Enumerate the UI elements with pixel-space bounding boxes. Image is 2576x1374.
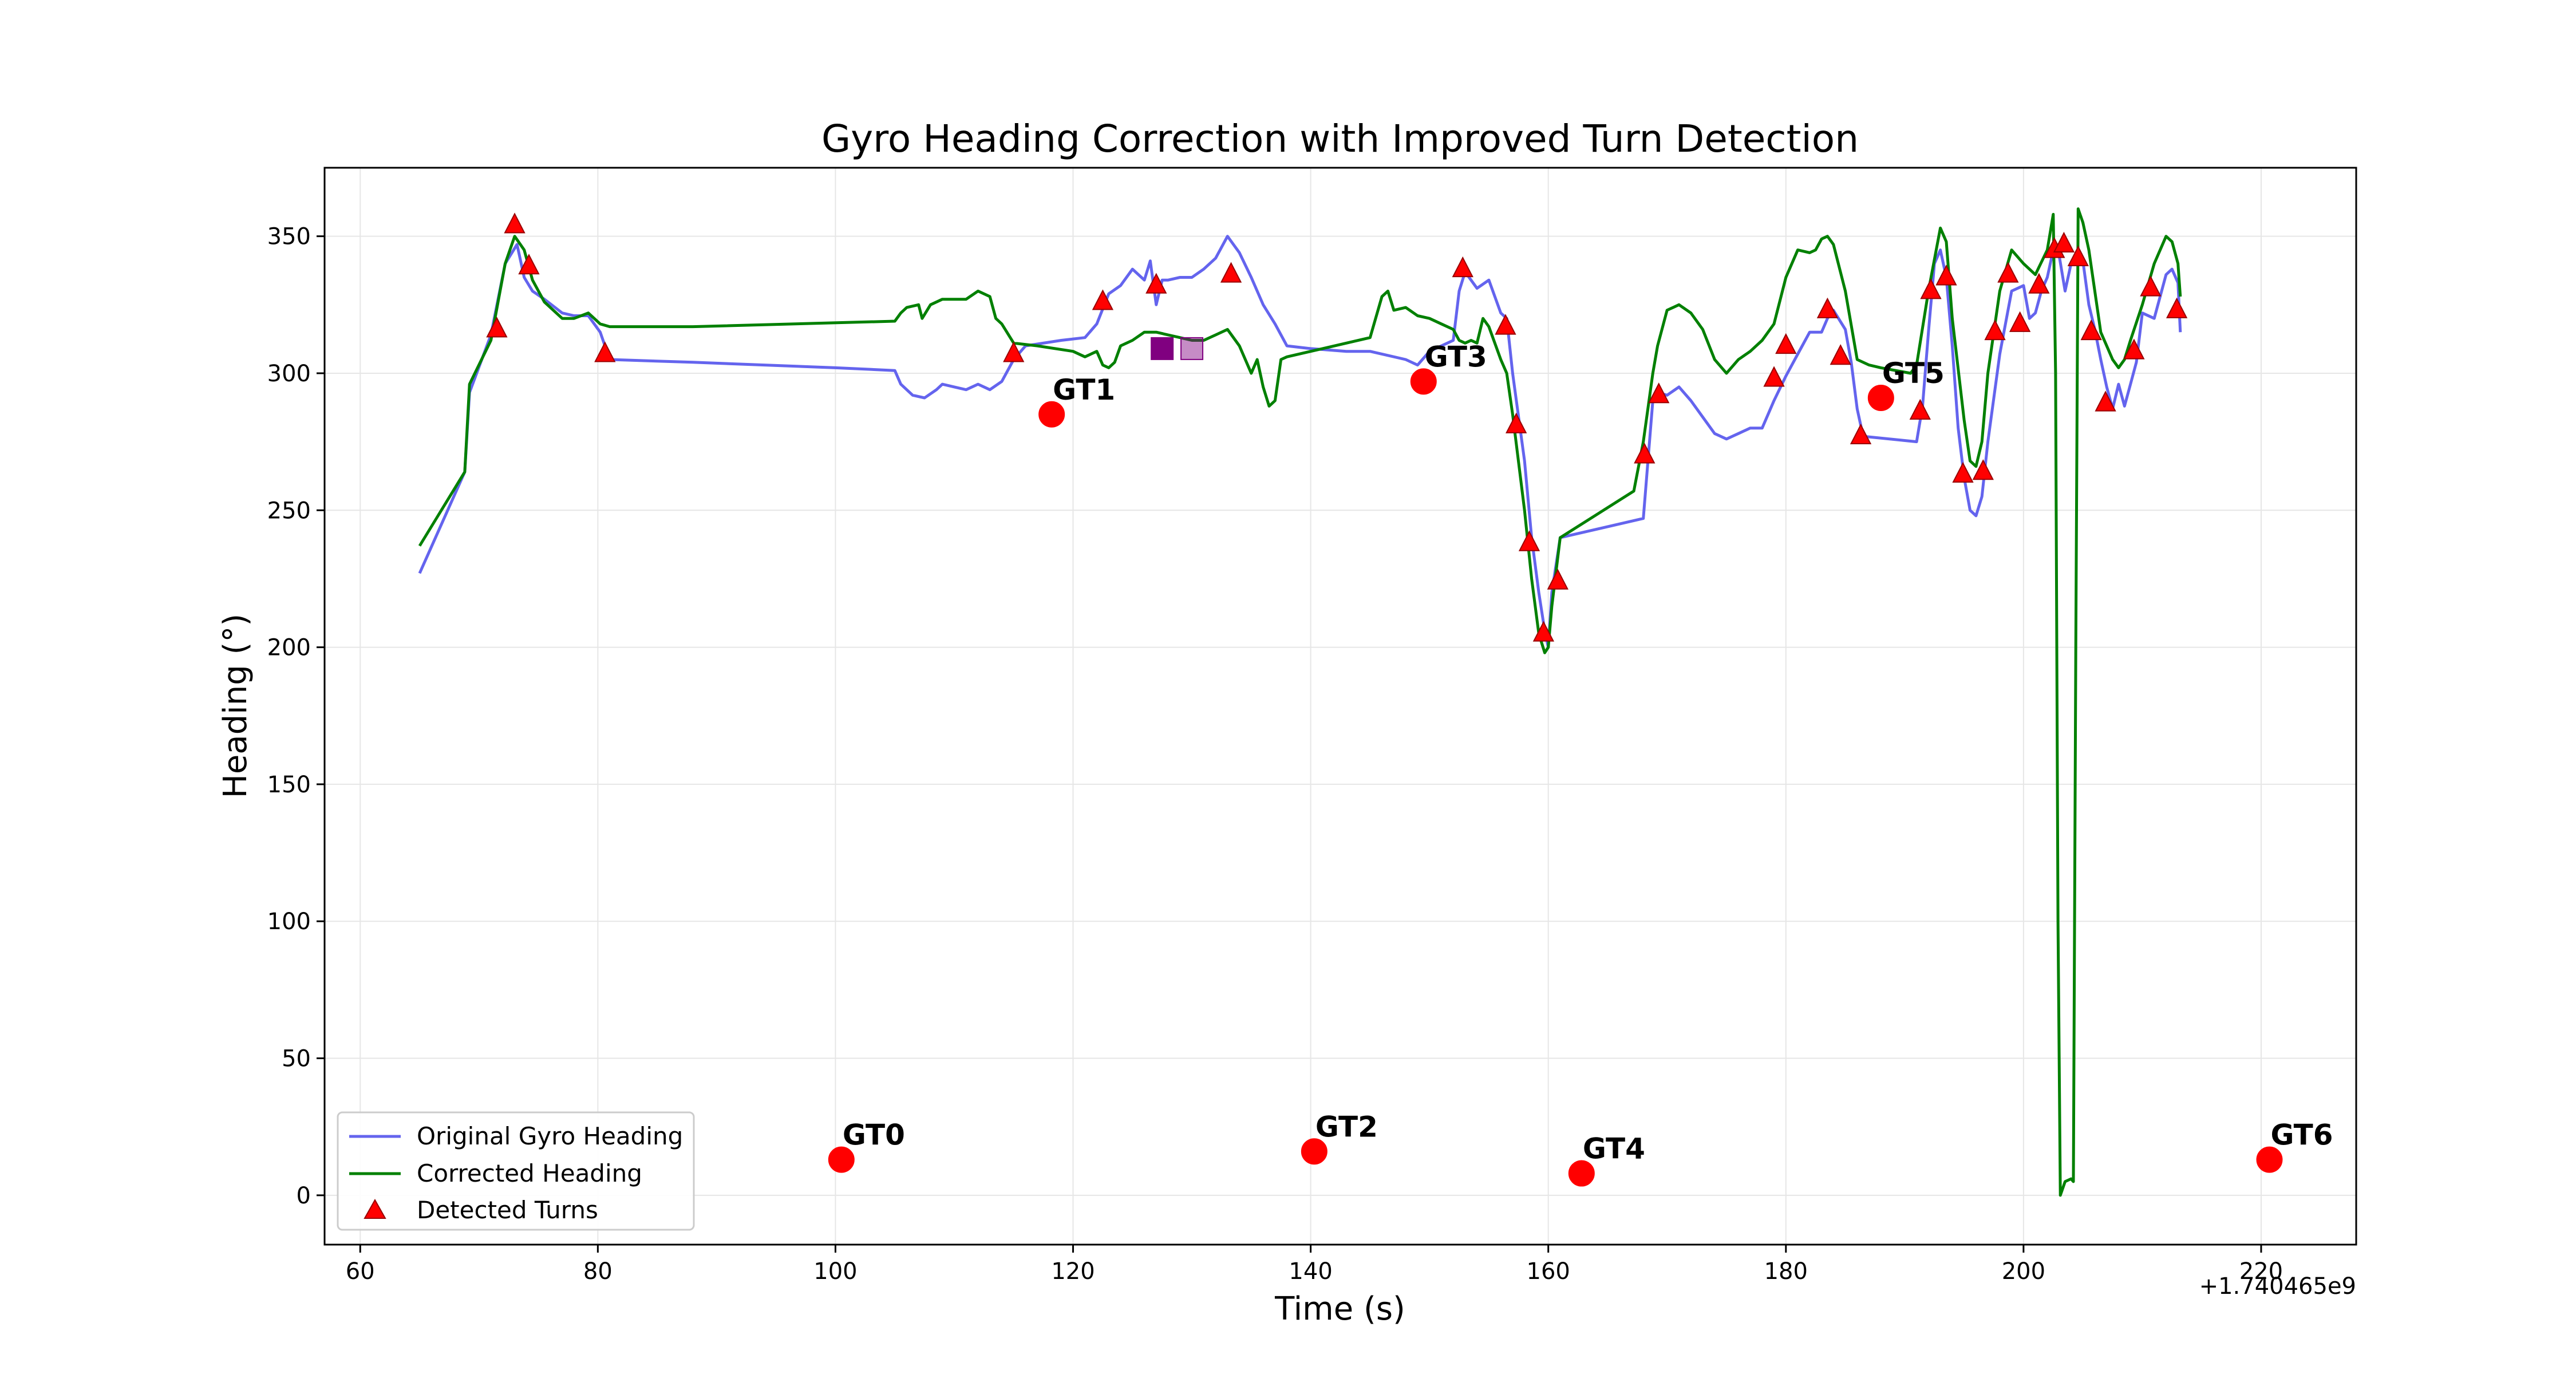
ground-truth-marker [2256,1146,2283,1173]
detected-turn-marker [2009,311,2031,332]
x-tick-label: 100 [813,1258,857,1285]
detected-turn-marker [1506,412,1527,433]
detected-turn-marker [1092,289,1114,310]
x-tick-label: 180 [1764,1258,1808,1285]
ground-truth-marker [828,1146,855,1173]
ground-truth-label: GT0 [843,1119,905,1152]
ground-truth-label: GT6 [2270,1119,2333,1152]
detected-turn-marker [1920,278,1942,299]
detected-turn-marker [2166,297,2188,318]
x-offset-label: +1.740465e9 [2199,1273,2356,1300]
grid [325,168,2356,1245]
legend-label-original: Original Gyro Heading [417,1122,683,1150]
detected-turn-marker [1220,262,1242,283]
ground-truth-marker [1867,385,1894,412]
detected-turn-marker [1763,366,1785,387]
detected-turn-marker [2095,390,2116,412]
y-tick-label: 50 [282,1046,311,1072]
x-tick-label: 200 [2002,1258,2045,1285]
detected-turn-marker [1972,459,1994,480]
detected-turn-marker [1532,621,1555,642]
detected-turn-marker [1518,530,1540,551]
ground-truth-marker [1038,401,1065,428]
square-marker [1180,337,1204,360]
x-tick-label: 60 [346,1258,375,1285]
y-tick-label: 100 [267,909,311,935]
detected-turn-marker [1830,344,1851,365]
detected-turn-marker [2080,319,2102,341]
axis-ticks: 60 80 100 120 140 160 180 200 220 0 50 100 150 200 250… [267,224,2283,1285]
y-tick-label: 250 [267,498,311,524]
detected-turn-marker [1775,333,1797,354]
detected-turn-marker [1909,398,1931,420]
legend: Original Gyro Heading Corrected Heading … [337,1111,695,1231]
detected-turn-marker [1935,264,1957,286]
x-axis-label: Time (s) [1274,1290,1405,1328]
y-tick-label: 350 [267,224,311,250]
detected-turn-marker [504,212,526,234]
detected-turn-marker [2123,338,2145,360]
detected-turn-marker [1145,273,1167,294]
detected-turn-marker [1816,297,1839,318]
detected-turn-marker [1850,423,1872,445]
x-tick-label: 120 [1051,1258,1095,1285]
legend-label-corrected: Corrected Heading [417,1159,642,1187]
plot-frame [323,167,2357,1246]
detected-turn-marker [594,341,616,362]
x-tick-label: 80 [583,1258,613,1285]
y-tick-label: 0 [297,1183,311,1209]
detected-turn-marker [1495,314,1516,335]
ground-truth-label: GT3 [1425,340,1487,373]
ground-truth-marker [1568,1160,1595,1187]
detected-turn-marker [2140,275,2162,297]
ground-truth-label: GT5 [1882,357,1945,390]
detected-turn-marker [2067,245,2089,266]
detected-turn-marker [1952,461,1974,483]
ground-truth-label: GT4 [1583,1132,1645,1166]
ground-truth-label: GT1 [1053,373,1115,406]
ground-truth-label: GT2 [1315,1110,1378,1143]
detected-turn-marker [518,254,540,275]
x-tick-label: 220 [2239,1258,2283,1285]
square-marker [1151,337,1174,360]
detected-turn-marker [1648,382,1670,404]
x-tick-label: 140 [1289,1258,1332,1285]
legend-box [337,1111,695,1231]
legend-swatch-turns [364,1198,386,1219]
y-tick-label: 300 [267,361,311,387]
detected-turn-marker [1984,319,2006,341]
detected-turn-marker [2028,273,2050,294]
detected-turn-marker [1003,341,1025,362]
y-axis-label: Heading (°) [217,614,254,799]
detected-turn-marker [2053,231,2075,253]
ground-truth-marker [1410,368,1437,395]
series-line-corrected-heading [418,207,2182,1197]
y-tick-label: 150 [267,772,311,798]
detected-turn-marker [1547,568,1568,590]
series-line-original-gyro-heading [418,235,2182,649]
detected-turn-marker [1452,256,1473,278]
chart-title: Gyro Heading Correction with Improved Tu… [821,117,1859,161]
detected-turn-marker [1997,262,2019,283]
detected-turn-marker [486,317,508,338]
detected-turn-marker [1634,443,1656,464]
y-tick-label: 200 [267,635,311,661]
plot-content: GT0 GT1 GT2 GT3 GT4 GT5 GT6 [418,207,2333,1197]
ground-truth-marker [1301,1138,1327,1165]
x-tick-label: 160 [1527,1258,1570,1285]
legend-label-turns: Detected Turns [417,1196,598,1224]
